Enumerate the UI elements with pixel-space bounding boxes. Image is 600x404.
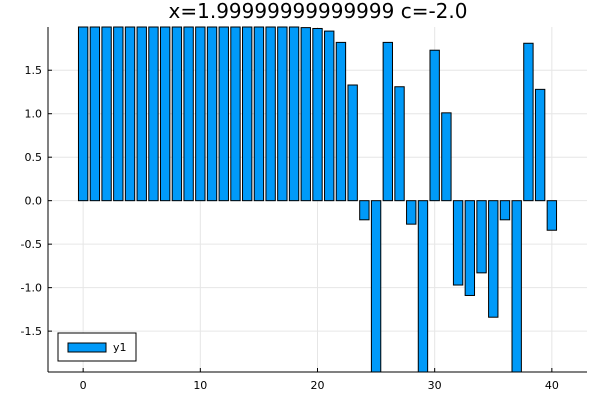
bar [77, 26, 89, 202]
bar [347, 84, 358, 202]
x-tick-label: 10 [193, 379, 207, 392]
bar [195, 26, 206, 202]
y-tick-label: 1.0 [25, 108, 43, 121]
y-tick-label: 0.0 [25, 195, 43, 208]
bar [546, 200, 558, 231]
bar [300, 27, 311, 202]
y-tick-label: -0.5 [21, 238, 42, 251]
bar [394, 86, 405, 202]
bar [429, 49, 440, 202]
bar [359, 200, 370, 221]
legend-swatch [67, 342, 107, 353]
bar [230, 26, 241, 202]
bar [464, 200, 476, 296]
y-tick-label: 0.5 [25, 151, 43, 164]
y-tick-label: -1.5 [21, 325, 42, 338]
bars [77, 26, 558, 373]
bar [159, 26, 171, 202]
bar [171, 26, 183, 202]
y-tick-label: 1.5 [25, 64, 43, 77]
bar [511, 200, 522, 373]
bar [441, 112, 452, 202]
bar [335, 41, 347, 202]
bar [101, 26, 112, 202]
bar [288, 26, 300, 202]
x-axis: 0 10 20 30 40 [80, 368, 559, 392]
bar [242, 26, 253, 202]
bar [406, 200, 417, 225]
bar [183, 26, 194, 202]
bar [89, 26, 101, 202]
bar [452, 200, 464, 286]
bar [124, 26, 136, 202]
legend: y1 [57, 332, 137, 362]
bar [488, 200, 499, 318]
y-tick-label: -1.0 [21, 282, 42, 295]
bar [206, 26, 218, 202]
bar [265, 26, 276, 202]
bar [324, 30, 335, 202]
bar [534, 88, 546, 202]
bar [253, 26, 265, 202]
bar [277, 26, 288, 202]
x-tick-label: 0 [80, 379, 87, 392]
bar [382, 41, 393, 202]
x-tick-label: 40 [545, 379, 559, 392]
bar [312, 27, 323, 202]
bar [370, 200, 382, 373]
bar [499, 200, 511, 221]
legend-label: y1 [113, 341, 127, 354]
bar [476, 200, 487, 274]
bar [148, 26, 159, 202]
bar [218, 26, 229, 202]
y-axis: -1.5 -1.0 -0.5 0.0 0.5 1.0 1.5 [21, 64, 52, 338]
bar [136, 26, 147, 202]
bar [417, 200, 429, 373]
bar [113, 26, 124, 202]
x-tick-label: 20 [311, 379, 325, 392]
bar [523, 42, 534, 202]
chart-title: x=1.99999999999999 c=-2.0 [169, 0, 468, 23]
x-tick-label: 30 [428, 379, 442, 392]
